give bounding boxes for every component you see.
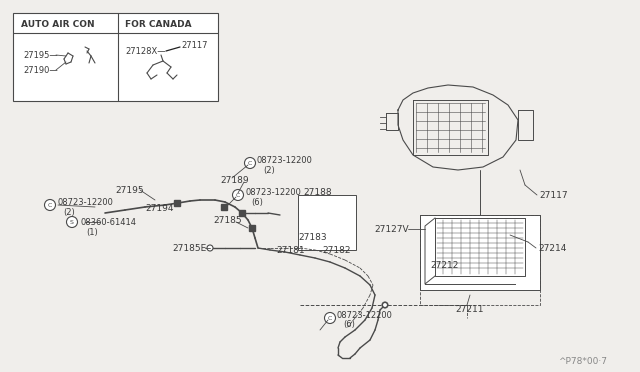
Text: 27189: 27189 <box>220 176 248 185</box>
Text: (6): (6) <box>343 321 355 330</box>
Circle shape <box>207 245 213 251</box>
Text: 27185E: 27185E <box>172 244 206 253</box>
Text: (6): (6) <box>251 198 263 206</box>
Text: ^P78*00·7: ^P78*00·7 <box>558 357 607 366</box>
Bar <box>420 215 540 305</box>
Text: 27185: 27185 <box>213 215 242 224</box>
Text: 08360-61414: 08360-61414 <box>80 218 136 227</box>
Bar <box>174 200 180 206</box>
Text: 08723-12200: 08723-12200 <box>257 155 313 164</box>
Text: 27183: 27183 <box>298 232 326 241</box>
Text: 27188: 27188 <box>303 187 332 196</box>
Text: C: C <box>248 160 252 166</box>
Text: 27212: 27212 <box>430 260 458 269</box>
Text: C: C <box>328 315 332 321</box>
Bar <box>13 13 218 101</box>
Text: (2): (2) <box>263 166 275 174</box>
Text: 08723-12200: 08723-12200 <box>245 187 301 196</box>
Text: 27195: 27195 <box>115 186 143 195</box>
Circle shape <box>67 217 77 228</box>
Circle shape <box>383 302 387 308</box>
Text: C: C <box>48 202 52 208</box>
Bar <box>298 195 356 250</box>
Text: 27194: 27194 <box>145 203 173 212</box>
Text: 27128X—: 27128X— <box>125 46 166 55</box>
Text: (2): (2) <box>63 208 75 217</box>
Text: 27195—: 27195— <box>23 51 58 60</box>
Text: 27182: 27182 <box>322 246 351 254</box>
Text: 27117: 27117 <box>181 41 207 49</box>
Bar <box>249 225 255 231</box>
Text: FOR CANADA: FOR CANADA <box>125 19 191 29</box>
Text: 27211: 27211 <box>455 305 483 314</box>
Text: 08723-12200: 08723-12200 <box>57 198 113 206</box>
Text: AUTO AIR CON: AUTO AIR CON <box>21 19 95 29</box>
Circle shape <box>232 189 243 201</box>
Bar <box>420 215 540 290</box>
Circle shape <box>324 312 335 324</box>
Text: (1): (1) <box>86 228 98 237</box>
Text: 27117: 27117 <box>539 190 568 199</box>
Circle shape <box>45 199 56 211</box>
Text: 08723-12200: 08723-12200 <box>337 311 393 320</box>
Text: C: C <box>236 192 240 198</box>
Bar <box>239 210 245 216</box>
Text: 27127V: 27127V <box>374 224 408 234</box>
Text: S: S <box>70 219 74 224</box>
Bar <box>221 204 227 210</box>
Circle shape <box>244 157 255 169</box>
Text: 27190—: 27190— <box>23 65 58 74</box>
Text: 27214: 27214 <box>538 244 566 253</box>
Circle shape <box>382 302 388 308</box>
Text: 27181: 27181 <box>276 246 305 254</box>
